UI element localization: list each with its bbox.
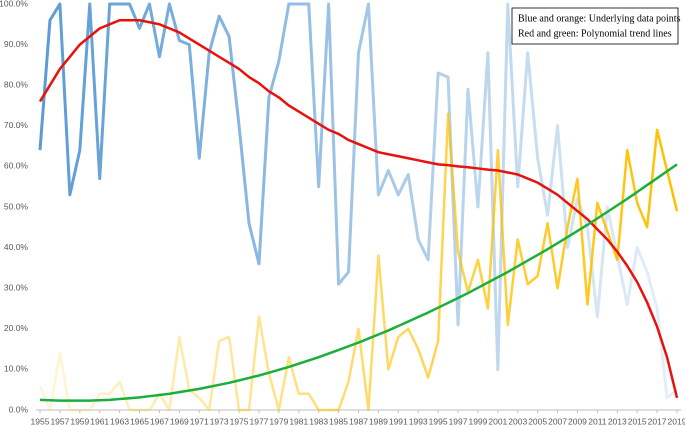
- x-tick-label: 2003: [508, 416, 527, 426]
- series-line: [38, 2, 678, 400]
- x-tick-label: 1959: [70, 416, 89, 426]
- y-tick-label: 20.0%: [4, 323, 29, 333]
- x-tick-label: 1967: [150, 416, 169, 426]
- x-tick-label: 1969: [170, 416, 189, 426]
- x-tick-label: 2009: [568, 416, 587, 426]
- x-tick-label: 2005: [528, 416, 547, 426]
- x-tick-label: 2007: [548, 416, 567, 426]
- note-box: [511, 7, 679, 45]
- y-tick-label: 40.0%: [4, 242, 29, 252]
- y-tick-label: 10.0%: [4, 364, 29, 374]
- x-tick-label: 1957: [50, 416, 69, 426]
- x-tick-label: 1973: [210, 416, 229, 426]
- x-tick-label: 1963: [110, 416, 129, 426]
- x-tick-label: 1955: [31, 416, 50, 426]
- series-line: [39, 163, 678, 402]
- x-tick-label: 1995: [429, 416, 448, 426]
- y-tick-label: 0.0%: [9, 404, 29, 414]
- x-tick-label: 2001: [488, 416, 507, 426]
- x-tick-label: 1993: [409, 416, 428, 426]
- x-tick-label: 1975: [230, 416, 249, 426]
- y-tick-label: 50.0%: [4, 201, 29, 211]
- x-tick-label: 2015: [628, 416, 647, 426]
- y-tick-label: 30.0%: [4, 282, 29, 292]
- x-tick-label: 1987: [349, 416, 368, 426]
- x-tick-label: 1977: [250, 416, 269, 426]
- x-tick-label: 2019: [668, 416, 685, 426]
- x-tick-label: 2011: [588, 416, 607, 426]
- y-tick-label: 80.0%: [4, 79, 29, 89]
- x-tick-label: 2017: [648, 416, 667, 426]
- x-tick-label: 1971: [190, 416, 209, 426]
- x-tick-label: 1985: [329, 416, 348, 426]
- x-tick-label: 1989: [369, 416, 388, 426]
- x-tick-label: 1997: [449, 416, 468, 426]
- x-tick-label: 1979: [269, 416, 288, 426]
- annotation: Blue and orange: Underlying data points: [518, 13, 681, 24]
- y-tick-label: 60.0%: [4, 161, 29, 171]
- x-tick-label: 1961: [90, 416, 109, 426]
- y-tick-label: 70.0%: [4, 120, 29, 130]
- series-line: [38, 112, 679, 412]
- x-tick-label: 2013: [608, 416, 627, 426]
- y-tick-label: 100.0%: [0, 0, 28, 8]
- x-tick-label: 1983: [309, 416, 328, 426]
- series-line: [38, 18, 679, 399]
- y-tick-label: 90.0%: [4, 39, 29, 49]
- x-tick-label: 1965: [130, 416, 149, 426]
- annotation: Red and green: Polynomial trend lines: [518, 28, 672, 39]
- x-tick-label: 1991: [389, 416, 408, 426]
- x-tick-label: 1981: [289, 416, 308, 426]
- x-tick-label: 1999: [468, 416, 487, 426]
